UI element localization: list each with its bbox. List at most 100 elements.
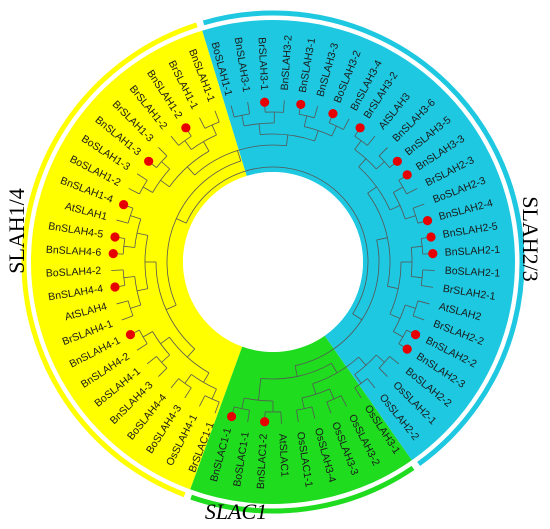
branch-segment: [121, 315, 134, 321]
leaf-label: BnSLAH4-6: [46, 244, 102, 259]
branch-arc: [138, 180, 148, 195]
branch-segment: [116, 219, 129, 224]
branch-segment: [354, 387, 362, 399]
branch-segment: [142, 186, 153, 193]
branch-segment: [376, 237, 388, 241]
branch-segment: [411, 245, 423, 248]
leaf-label: BnSLAH3-2: [279, 35, 295, 91]
branch-segment: [158, 367, 168, 377]
branch-segment: [313, 106, 319, 118]
branch-segment: [301, 397, 305, 409]
tree-branches: [111, 100, 435, 424]
branch-segment: [378, 147, 388, 157]
branch-segment: [329, 388, 335, 400]
branch-segment: [389, 356, 400, 365]
branch-segment: [389, 205, 401, 211]
branch-arc: [294, 239, 380, 367]
branch-segment: [161, 161, 170, 170]
leaf-marker-dot: [108, 249, 118, 259]
branch-segment: [358, 356, 367, 366]
branch-segment: [367, 378, 376, 389]
branch-arc: [378, 356, 390, 369]
leaf-marker-dot: [110, 232, 120, 242]
leaf-marker-dot: [144, 156, 154, 166]
leaf-marker-dot: [226, 411, 237, 422]
branch-segment: [354, 140, 362, 150]
leaf-marker-dot: [422, 215, 433, 226]
branch-segment: [128, 188, 140, 195]
branch-segment: [158, 147, 168, 157]
branch-segment: [176, 218, 187, 224]
branch-segment: [258, 378, 262, 401]
leaf-marker-dot: [260, 97, 270, 107]
leaf-label: AtSLAC1: [276, 433, 290, 477]
clade-ring-slah23: [202, 10, 525, 466]
leaf-marker-dot: [426, 232, 436, 242]
leaf-marker-dot: [328, 109, 338, 119]
branch-segment: [184, 374, 192, 384]
branch-segment: [280, 411, 282, 424]
branch-segment: [203, 141, 210, 152]
clade-label-slah14: SLAH1/4: [4, 188, 29, 274]
branch-segment: [376, 161, 385, 170]
leaf-marker-dot: [119, 200, 129, 210]
branch-segment: [421, 285, 434, 288]
branch-segment: [241, 397, 245, 409]
branch-segment: [116, 300, 129, 305]
branch-arc: [358, 166, 391, 211]
branch-segment: [111, 269, 124, 271]
branch-segment: [367, 135, 376, 146]
branch-segment: [405, 215, 416, 220]
branch-segment: [160, 336, 170, 345]
branch-arc: [393, 304, 406, 332]
tree-center-disc: [183, 172, 363, 352]
branch-segment: [389, 313, 401, 319]
branch-segment: [211, 124, 217, 136]
branch-arc: [138, 329, 148, 344]
branch-arc: [393, 192, 406, 220]
leaf-marker-dot: [125, 330, 136, 340]
clade-rings: [21, 10, 525, 514]
leaf-label: BnSLAH2-1: [444, 244, 500, 259]
branch-segment: [258, 123, 261, 135]
leaf-marker-dot: [402, 344, 412, 354]
branch-arc: [178, 378, 192, 389]
branch-segment: [296, 410, 299, 423]
branch-arc: [204, 395, 220, 403]
branch-arc: [398, 329, 408, 344]
branch-segment: [294, 365, 298, 377]
branch-segment: [311, 406, 316, 419]
branch-segment: [170, 135, 179, 146]
clade-label-slah23: SLAH2/3: [518, 196, 543, 282]
branch-segment: [136, 173, 148, 181]
leaf-marker-dot: [355, 123, 365, 133]
leaf-marker-dot: [260, 417, 270, 427]
branch-segment: [187, 348, 196, 358]
branch-segment: [412, 315, 425, 321]
branch-segment: [237, 150, 242, 162]
branch-segment: [146, 356, 157, 365]
branch-arc: [398, 180, 408, 195]
branch-segment: [343, 118, 350, 130]
branch-segment: [376, 354, 385, 363]
branch-segment: [331, 125, 337, 137]
leaf-label: BnSLAC1-2: [255, 433, 270, 489]
branch-arc: [312, 356, 359, 385]
branch-segment: [283, 100, 285, 113]
branch-segment: [160, 179, 170, 188]
branch-arc: [178, 135, 192, 146]
branch-segment: [286, 134, 289, 146]
branch-arc: [144, 235, 149, 289]
branch-segment: [165, 304, 177, 310]
leaf-marker-dot: [410, 330, 421, 340]
clade-ring-slac1: [190, 465, 415, 514]
branch-arc: [152, 168, 171, 193]
branch-arc: [389, 261, 402, 315]
branch-arc: [354, 378, 368, 389]
clade-ring-slah14: [21, 22, 198, 498]
leaf-markers: [108, 97, 438, 427]
branch-arc: [204, 121, 220, 129]
leaf-marker-dot: [428, 249, 438, 259]
branch-segment: [367, 186, 377, 194]
branch-segment: [199, 117, 206, 129]
